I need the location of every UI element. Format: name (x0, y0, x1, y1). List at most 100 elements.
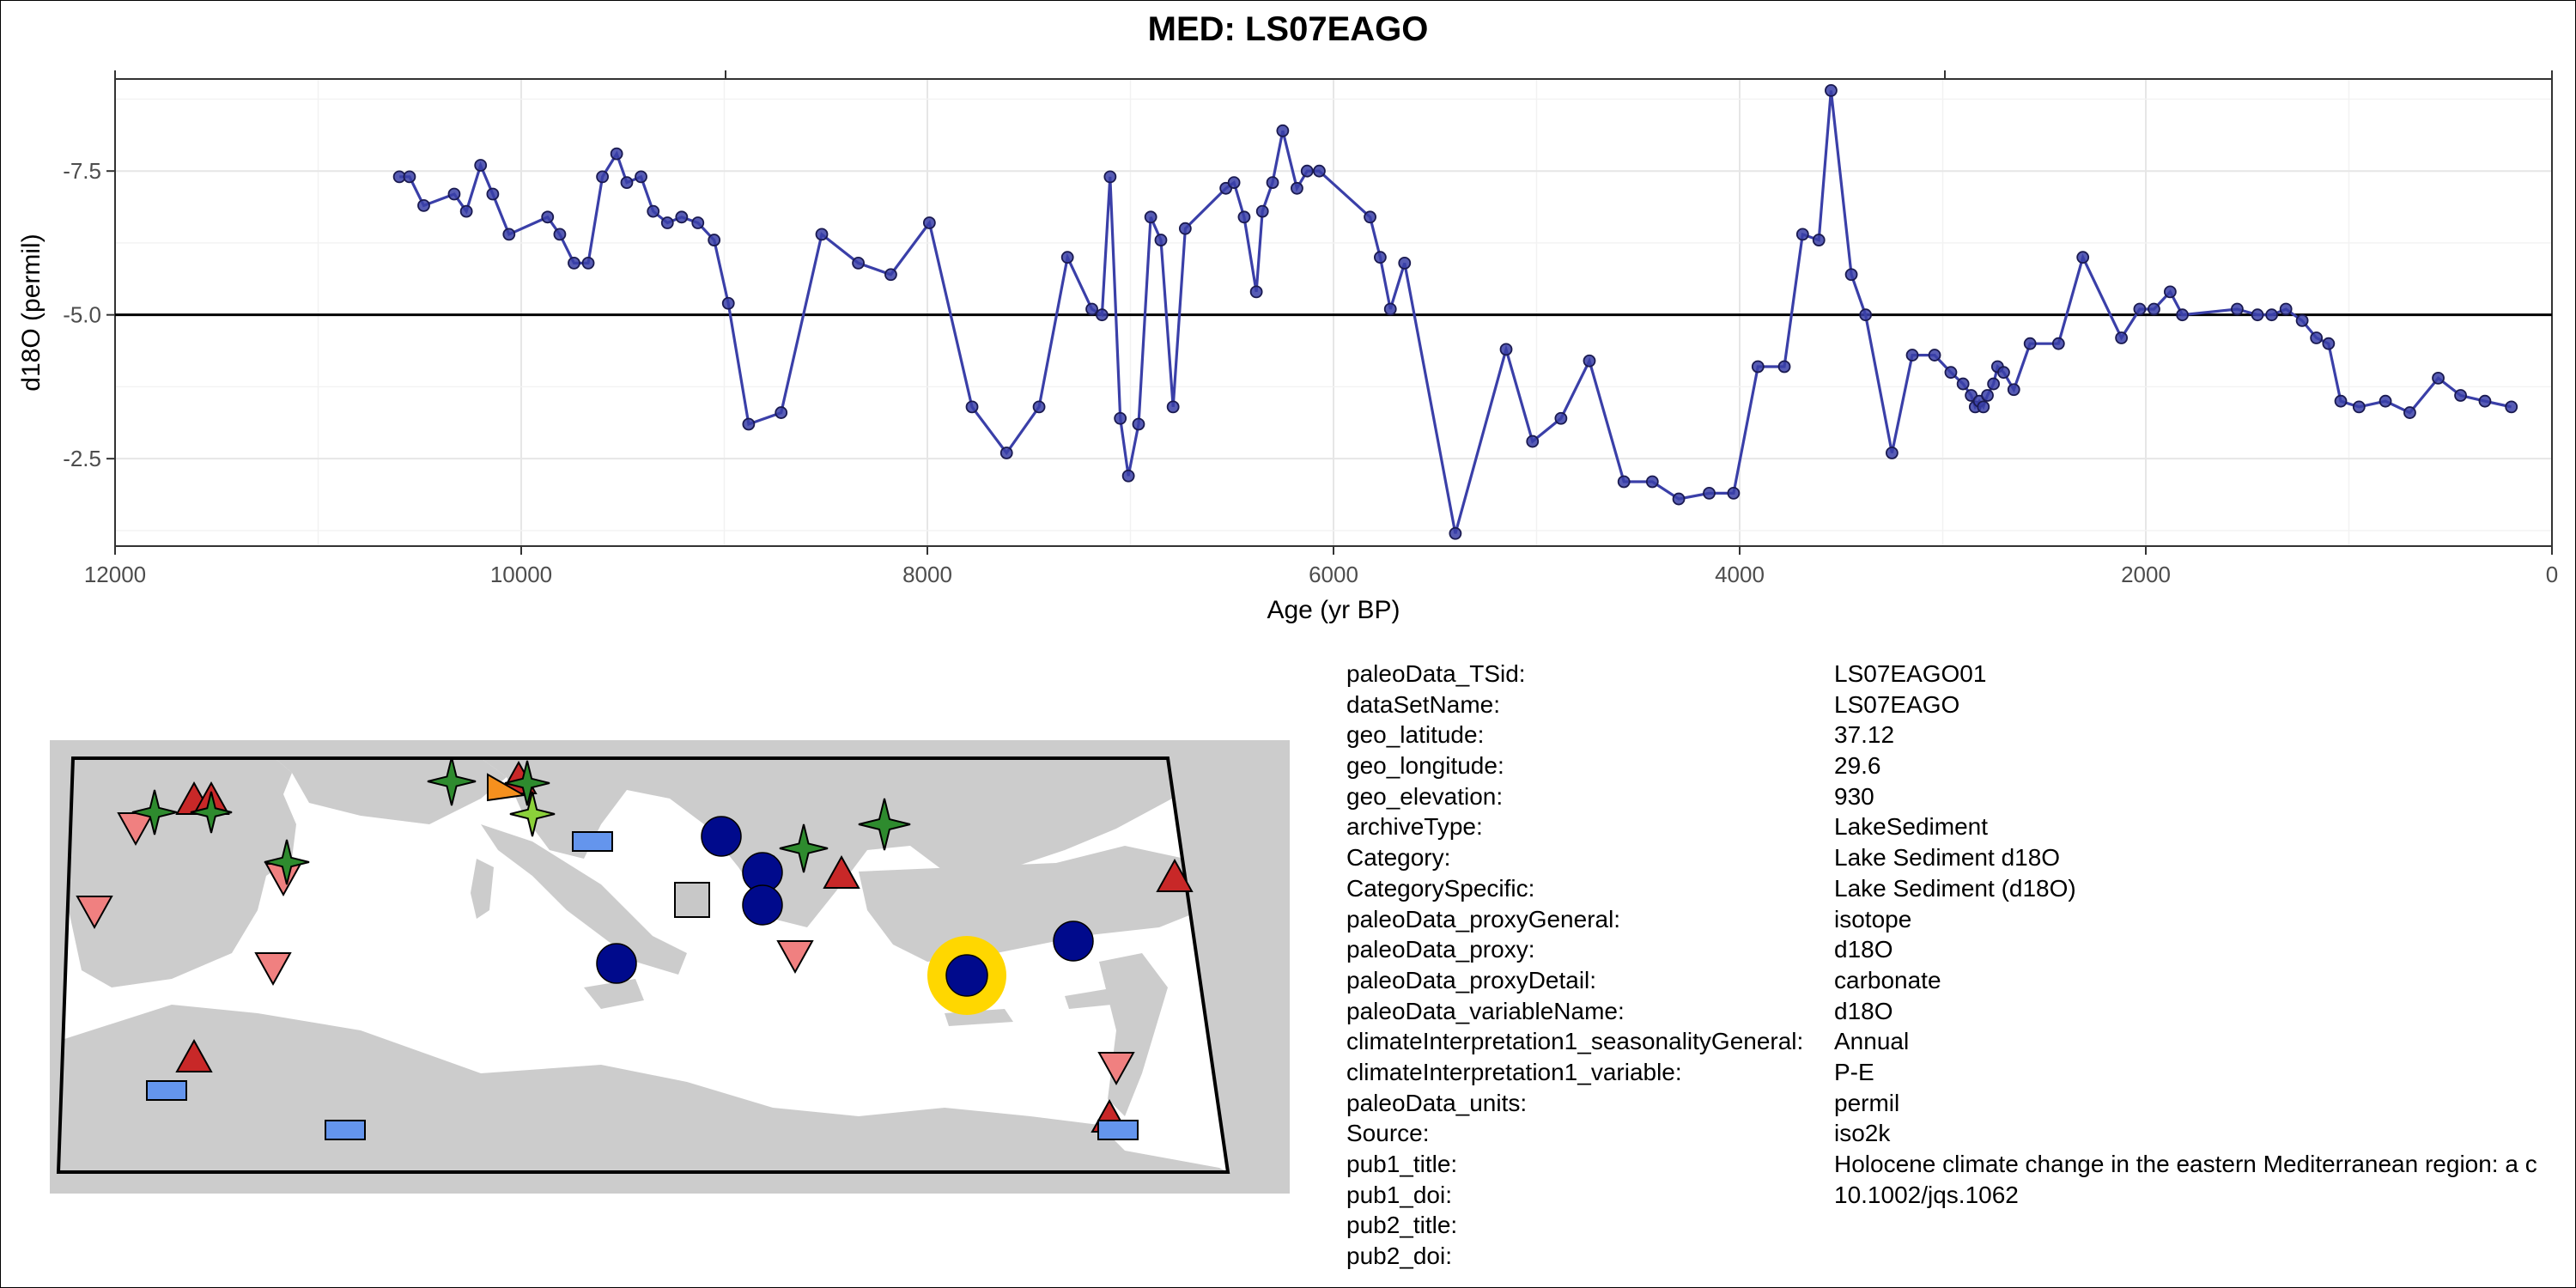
metadata-row: paleoData_variableName: d18O (1346, 996, 2574, 1027)
data-point (2231, 302, 2244, 316)
rect-marker (1097, 1120, 1139, 1140)
data-point (1178, 222, 1192, 235)
data-point (1313, 164, 1326, 178)
x-axis-label: Age (yr BP) (1267, 596, 1400, 624)
metadata-key: paleoData_proxyDetail: (1346, 966, 1597, 993)
data-point (2133, 302, 2147, 316)
data-point (691, 216, 705, 229)
data-point (1727, 486, 1741, 500)
data-point (1987, 377, 2001, 391)
sicily-land (584, 979, 644, 1009)
data-point (815, 228, 829, 241)
data-point (1751, 360, 1765, 374)
x-tick-label: 10000 (490, 562, 552, 587)
data-point (1944, 366, 1958, 380)
triangle-up-marker (175, 1038, 213, 1072)
data-point (1885, 447, 1899, 459)
star-marker (190, 791, 233, 834)
cyprus-land (1065, 987, 1116, 1009)
metadata-value: permil (1834, 1089, 1900, 1116)
data-point (1499, 343, 1513, 356)
metadata-value: 930 (1834, 782, 1874, 810)
italy-land (481, 824, 687, 975)
metadata-key: Source: (1346, 1120, 1430, 1147)
metadata-key: archiveType: (1346, 813, 1483, 841)
x-tick-label: 12000 (84, 562, 146, 587)
data-point (1795, 228, 1809, 241)
data-point (660, 216, 674, 229)
data-point (2334, 394, 2348, 408)
data-point (1291, 181, 1303, 195)
data-point (1672, 492, 1686, 506)
data-point (2478, 394, 2492, 408)
star-marker (509, 791, 556, 837)
data-point (1997, 366, 2010, 380)
data-point (1300, 164, 1314, 178)
metadata-key: geo_elevation: (1346, 782, 1504, 810)
x-tick-label: 8000 (902, 562, 952, 587)
triangle-down-marker (776, 940, 814, 975)
data-point (1703, 486, 1716, 500)
data-point (1956, 377, 1970, 391)
data-point (1276, 124, 1290, 137)
data-point (2352, 400, 2366, 414)
data-point (884, 268, 897, 282)
data-point (1121, 469, 1135, 483)
metadata-key: geo_longitude: (1346, 752, 1504, 780)
data-point (2251, 308, 2264, 322)
data-point (502, 228, 516, 241)
star-marker (131, 789, 178, 835)
circle-marker (1053, 920, 1094, 962)
sardinia-land (471, 859, 494, 919)
metadata-value (1834, 1210, 2574, 1241)
metadata-row: pub1_doi: 10.1002/jqs.1062 (1346, 1180, 2574, 1211)
metadata-key: pub1_doi: (1346, 1181, 1453, 1208)
data-point (2265, 308, 2279, 322)
data-point (708, 234, 721, 246)
data-point (2295, 313, 2309, 327)
x-tick-label: 0 (2546, 562, 2558, 587)
data-point (965, 400, 979, 414)
balkans-land (481, 758, 1172, 927)
data-point (474, 159, 488, 172)
highlighted-site-marker (945, 954, 988, 997)
data-point (2505, 400, 2518, 414)
metadata-key: pub1_title: (1346, 1151, 1458, 1177)
site-map (50, 740, 1290, 1194)
data-point (2432, 371, 2445, 385)
star-marker (858, 798, 911, 851)
circle-marker (742, 884, 783, 926)
data-point (1095, 308, 1109, 322)
data-point (2310, 331, 2324, 344)
data-point (1144, 210, 1157, 224)
metadata-value: Lake Sediment d18O (1834, 844, 2061, 872)
data-point (1255, 204, 1269, 218)
data-point (403, 170, 416, 184)
metadata-row: geo_latitude: 37.12 (1346, 720, 2574, 750)
data-point (1114, 411, 1127, 425)
data-point (1905, 349, 1919, 361)
data-point (2115, 331, 2129, 344)
data-point (2007, 383, 2020, 397)
metadata-key: paleoData_proxyGeneral: (1346, 905, 1621, 933)
data-point (635, 170, 647, 184)
data-point (1154, 234, 1168, 246)
metadata-key: CategorySpecific: (1346, 874, 1535, 902)
x-tick-label: 4000 (1715, 562, 1765, 587)
data-point (647, 204, 660, 218)
triangle-down-marker (76, 896, 113, 930)
data-point (1617, 475, 1631, 489)
data-point (541, 210, 555, 224)
metadata-value: Lake Sediment (d18O) (1834, 874, 2076, 902)
metadata-value: 37.12 (1834, 721, 1895, 749)
y-tick-label: -2.5 (63, 446, 101, 471)
metadata-row: CategorySpecific: Lake Sediment (d18O) (1346, 873, 2574, 904)
data-point (459, 204, 473, 218)
data-point (1364, 210, 1376, 224)
data-point (1060, 251, 1074, 264)
data-point (553, 228, 567, 241)
metadata-key: paleoData_units: (1346, 1089, 1528, 1116)
metadata-table: paleoData_TSid: LS07EAGO01 dataSetName: LS0… (1346, 659, 2574, 1272)
data-point (1032, 400, 1046, 414)
data-point (2051, 337, 2065, 350)
